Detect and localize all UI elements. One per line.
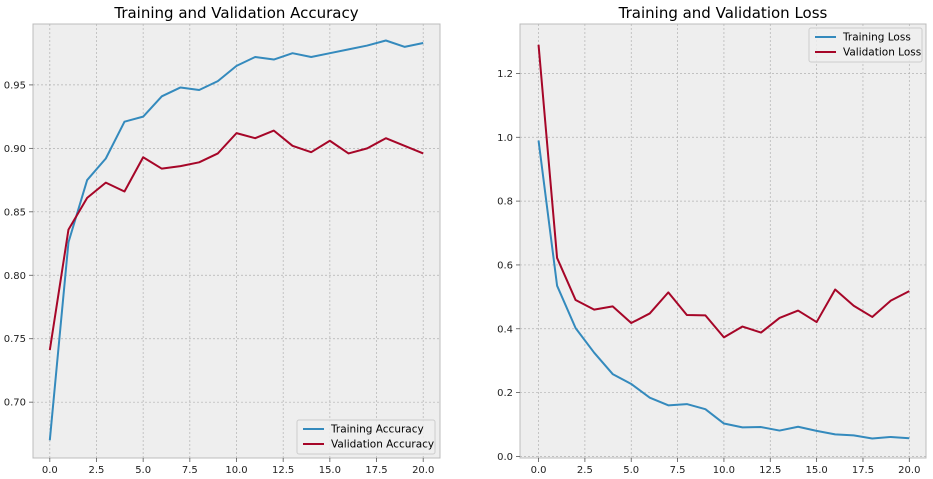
loss-plot-area	[519, 23, 927, 459]
accuracy-x-tick-label: 17.5	[365, 465, 387, 476]
legend-label-validation-loss: Validation Loss	[843, 47, 921, 59]
series-line-training-loss	[537, 140, 910, 440]
accuracy-x-tick-label: 15.0	[319, 465, 341, 476]
loss-legend-box	[808, 27, 923, 63]
loss-y-tick-label: 0.0	[497, 452, 513, 463]
accuracy-legend-box	[296, 419, 436, 455]
loss-x-tick-label: 17.5	[852, 465, 874, 476]
accuracy-y-tick-label: 0.70	[4, 398, 26, 409]
loss-grid	[520, 24, 926, 458]
accuracy-x-tick-label: 0.0	[42, 465, 58, 476]
loss-chart: 0.0 2.5 5.0 7.5 10.0 12.5 15.0 17.5 20.0 0.00.20…	[497, 4, 927, 476]
series-line-training-accuracy	[48, 39, 424, 441]
accuracy-x-tick-label: 12.5	[272, 465, 294, 476]
loss-x-tick-label: 15.0	[805, 465, 827, 476]
loss-x-tick-label: 7.5	[670, 465, 686, 476]
accuracy-x-tick-label: 7.5	[182, 465, 198, 476]
legend-label-training-accuracy: Training Accuracy	[330, 424, 424, 436]
loss-legend: Training Loss Validation Loss	[808, 27, 923, 63]
loss-y-tick-label: 1.2	[497, 69, 513, 80]
accuracy-y-tick-label: 0.80	[4, 271, 26, 282]
accuracy-y-tick-label: 0.75	[4, 334, 26, 345]
loss-y-tick-label: 1.0	[497, 133, 513, 144]
series-line-validation-accuracy	[48, 129, 424, 351]
series-line-validation-loss	[537, 44, 910, 339]
accuracy-x-axis: 0.0 2.5 5.0 7.5 10.0 12.5 15.0 17.5 20.0	[42, 458, 434, 476]
accuracy-grid	[33, 24, 440, 458]
loss-y-tick-label: 0.8	[497, 197, 513, 208]
loss-x-tick-label: 12.5	[759, 465, 781, 476]
accuracy-y-axis: 0.70 0.75 0.80 0.85 0.90 0.95	[4, 80, 33, 409]
legend-label-training-loss: Training Loss	[842, 32, 911, 44]
accuracy-x-tick-label: 20.0	[412, 465, 434, 476]
accuracy-x-tick-label: 5.0	[135, 465, 151, 476]
loss-x-tick-label: 0.0	[531, 465, 547, 476]
loss-y-tick-label: 0.4	[497, 324, 513, 335]
loss-y-axis: 0.0 0.2 0.4 0.6 0.8 1.0 1.2	[497, 69, 520, 463]
loss-x-tick-label: 5.0	[623, 465, 639, 476]
accuracy-series-group	[48, 39, 424, 441]
loss-x-tick-label: 10.0	[713, 465, 735, 476]
accuracy-y-tick-label: 0.95	[4, 80, 26, 91]
loss-x-tick-label: 20.0	[898, 465, 920, 476]
accuracy-x-tick-label: 10.0	[225, 465, 247, 476]
loss-chart-title: Training and Validation Loss	[618, 4, 828, 22]
accuracy-x-tick-label: 2.5	[89, 465, 105, 476]
loss-x-tick-label: 2.5	[577, 465, 593, 476]
accuracy-chart: 0.0 2.5 5.0 7.5 10.0 12.5 15.0 17.5 20.0 0.700.7…	[4, 4, 441, 476]
loss-y-tick-label: 0.2	[497, 388, 513, 399]
accuracy-y-tick-label: 0.85	[4, 207, 26, 218]
loss-x-axis: 0.0 2.5 5.0 7.5 10.0 12.5 15.0 17.5 20.0	[531, 458, 920, 476]
loss-y-tick-label: 0.6	[497, 260, 513, 271]
legend-label-validation-accuracy: Validation Accuracy	[331, 439, 434, 451]
loss-series-group	[537, 44, 910, 440]
accuracy-chart-title: Training and Validation Accuracy	[113, 4, 358, 22]
accuracy-legend: Training Accuracy Validation Accuracy	[296, 419, 436, 455]
accuracy-y-tick-label: 0.90	[4, 144, 26, 155]
